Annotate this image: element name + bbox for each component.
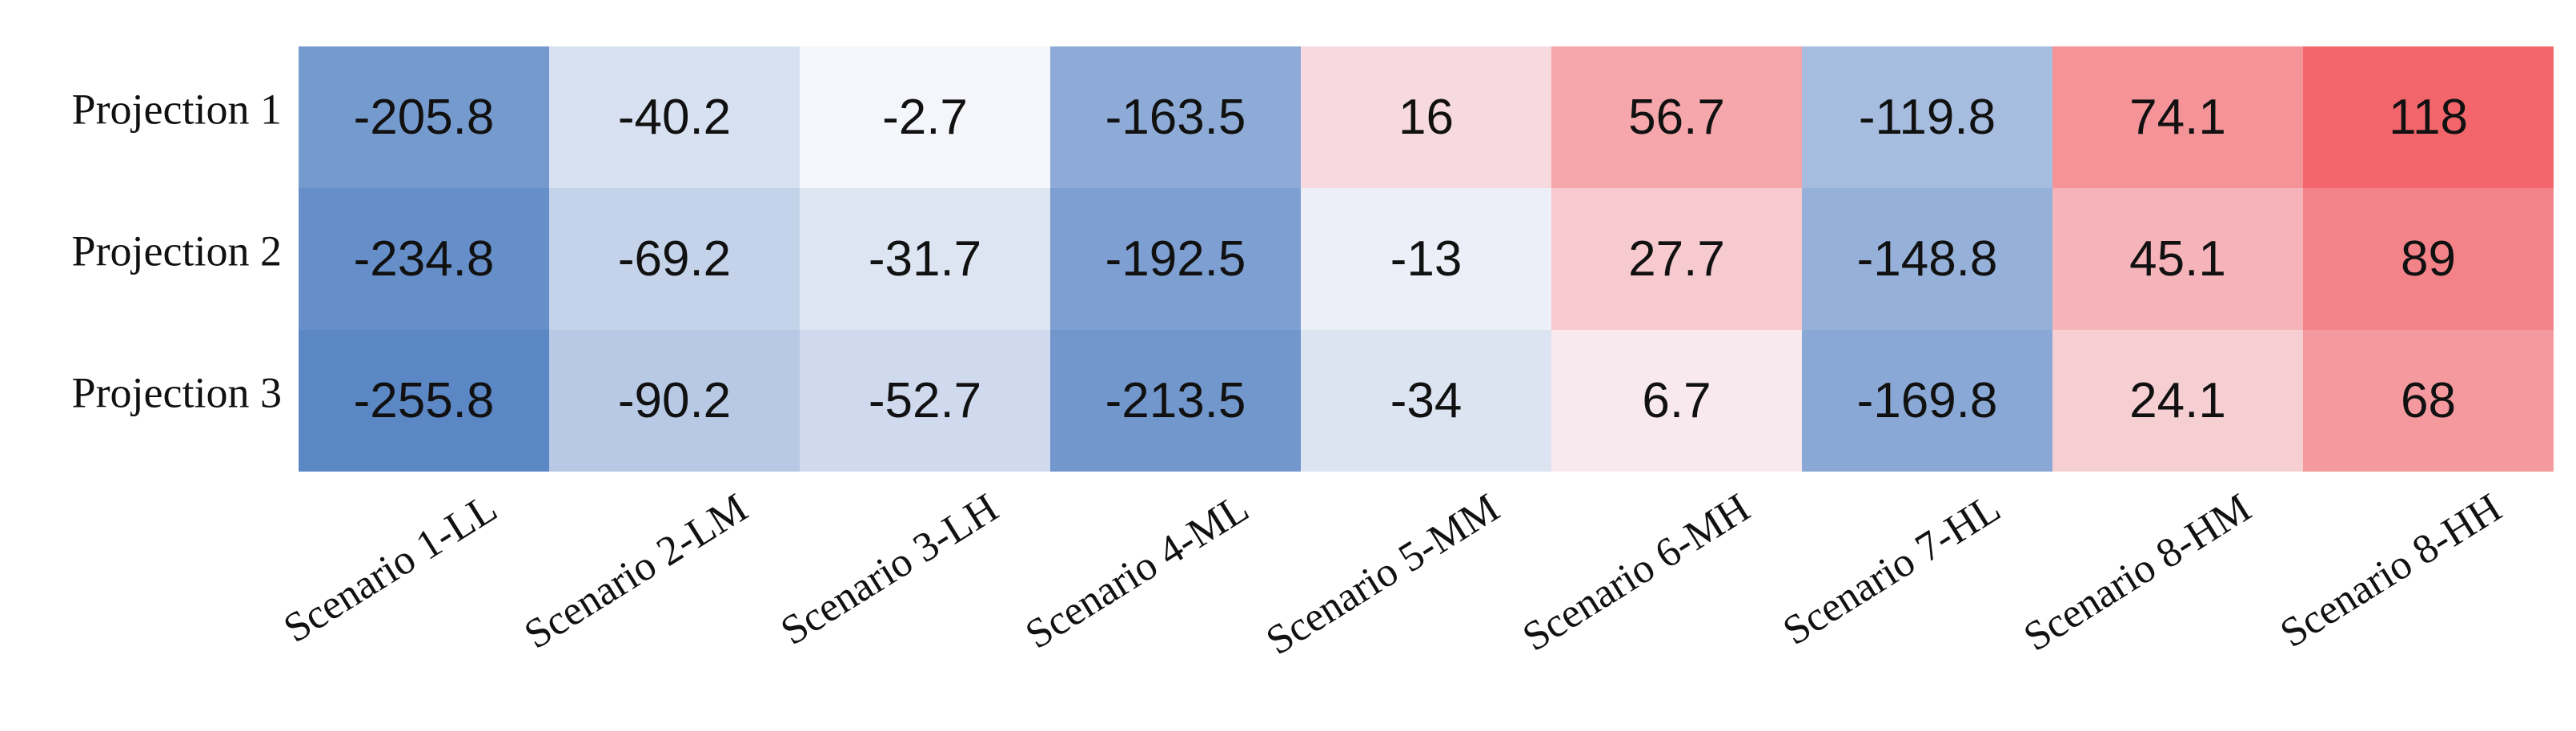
heatmap-cell-r1-c2 bbox=[549, 46, 800, 188]
heatmap-cell-r2-c2 bbox=[549, 188, 800, 330]
cell-value-r2-c2: -69.2 bbox=[618, 231, 731, 287]
cell-value-r1-c7: -119.8 bbox=[1859, 90, 1996, 145]
heatmap-cell-r1-c4 bbox=[1050, 46, 1301, 188]
heatmap-cell-r3-c7 bbox=[1802, 330, 2052, 472]
column-label-3: Scenario 3-LH bbox=[773, 485, 1006, 654]
cell-value-r2-c9: 89 bbox=[2401, 231, 2456, 287]
cell-value-r1-c6: 56.7 bbox=[1628, 90, 1725, 145]
heatmap-cell-r1-c3 bbox=[800, 46, 1050, 188]
cell-value-r1-c1: -205.8 bbox=[354, 90, 495, 145]
column-label-6: Scenario 6-MH bbox=[1515, 485, 1758, 661]
column-label-5: Scenario 5-MM bbox=[1258, 485, 1507, 665]
heatmap-cell-r2-c5 bbox=[1301, 188, 1551, 330]
heatmap-cell-r2-c4 bbox=[1050, 188, 1301, 330]
heatmap-cell-r1-c5 bbox=[1301, 46, 1551, 188]
cell-value-r3-c3: -52.7 bbox=[869, 373, 981, 428]
heatmap-cell-r3-c9 bbox=[2303, 330, 2554, 472]
row-label-2: Projection 2 bbox=[72, 227, 282, 275]
heatmap-cell-r1-c7 bbox=[1802, 46, 2052, 188]
heatmap-cell-r2-c6 bbox=[1551, 188, 1802, 330]
cell-value-r2-c8: 45.1 bbox=[2129, 231, 2226, 287]
heatmap-cells bbox=[299, 46, 2554, 472]
cell-value-r1-c2: -40.2 bbox=[618, 90, 731, 145]
heatmap-cell-r2-c3 bbox=[800, 188, 1050, 330]
column-label-9: Scenario 8-HH bbox=[2273, 485, 2510, 657]
cell-value-labels: -205.8 -40.2 -2.7 -163.5 16 56.7 -119.8 74.1 118… bbox=[354, 90, 2468, 428]
cell-value-r3-c6: 6.7 bbox=[1642, 373, 1711, 428]
cell-value-r3-c8: 24.1 bbox=[2129, 373, 2226, 428]
cell-value-r1-c3: -2.7 bbox=[882, 90, 968, 145]
column-labels: Scenario 1-LL Scenario 2-LM Scenario 3-LH S… bbox=[276, 485, 2510, 665]
heatmap-cell-r1-c1 bbox=[299, 46, 549, 188]
cell-value-r2-c6: 27.7 bbox=[1628, 231, 1725, 287]
column-label-7: Scenario 7-HL bbox=[1776, 485, 2008, 654]
heatmap-cell-r3-c1 bbox=[299, 330, 549, 472]
column-label-4: Scenario 4-ML bbox=[1017, 485, 1256, 658]
row-labels: Projection 1 Projection 2 Projection 3 bbox=[72, 86, 282, 417]
row-label-1: Projection 1 bbox=[72, 86, 282, 134]
cell-value-r1-c5: 16 bbox=[1398, 90, 1454, 145]
heatmap-cell-r2-c1 bbox=[299, 188, 549, 330]
cell-value-r1-c8: 74.1 bbox=[2129, 90, 2226, 145]
heatmap-cell-r3-c8 bbox=[2052, 330, 2303, 472]
heatmap-cell-r3-c5 bbox=[1301, 330, 1551, 472]
cell-value-r3-c9: 68 bbox=[2401, 373, 2456, 428]
cell-value-r3-c4: -213.5 bbox=[1105, 373, 1246, 428]
cell-value-r3-c7: -169.8 bbox=[1857, 373, 1998, 428]
heatmap-cell-r1-c8 bbox=[2052, 46, 2303, 188]
cell-value-r2-c1: -234.8 bbox=[354, 231, 495, 287]
heatmap-cell-r3-c2 bbox=[549, 330, 800, 472]
column-label-1: Scenario 1-LL bbox=[276, 485, 505, 652]
cell-value-r2-c3: -31.7 bbox=[869, 231, 981, 287]
heatmap-cell-r2-c8 bbox=[2052, 188, 2303, 330]
row-label-3: Projection 3 bbox=[72, 369, 282, 417]
heatmap-cell-r1-c6 bbox=[1551, 46, 1802, 188]
cell-value-r3-c1: -255.8 bbox=[354, 373, 495, 428]
cell-value-r3-c5: -34 bbox=[1390, 373, 1463, 428]
cell-value-r2-c4: -192.5 bbox=[1105, 231, 1246, 287]
column-label-8: Scenario 8-HM bbox=[2016, 485, 2259, 661]
cell-value-r2-c5: -13 bbox=[1390, 231, 1463, 287]
heatmap-cell-r3-c4 bbox=[1050, 330, 1301, 472]
heatmap-cell-r2-c9 bbox=[2303, 188, 2554, 330]
cell-value-r1-c4: -163.5 bbox=[1105, 90, 1246, 145]
heatmap-cell-r3-c3 bbox=[800, 330, 1050, 472]
cell-value-r2-c7: -148.8 bbox=[1857, 231, 1998, 287]
heatmap-cell-r2-c7 bbox=[1802, 188, 2052, 330]
heatmap-cell-r1-c9 bbox=[2303, 46, 2554, 188]
column-label-2: Scenario 2-LM bbox=[516, 485, 755, 658]
cell-value-r1-c9: 118 bbox=[2389, 90, 2468, 145]
cell-value-r3-c2: -90.2 bbox=[618, 373, 731, 428]
heatmap-cell-r3-c6 bbox=[1551, 330, 1802, 472]
